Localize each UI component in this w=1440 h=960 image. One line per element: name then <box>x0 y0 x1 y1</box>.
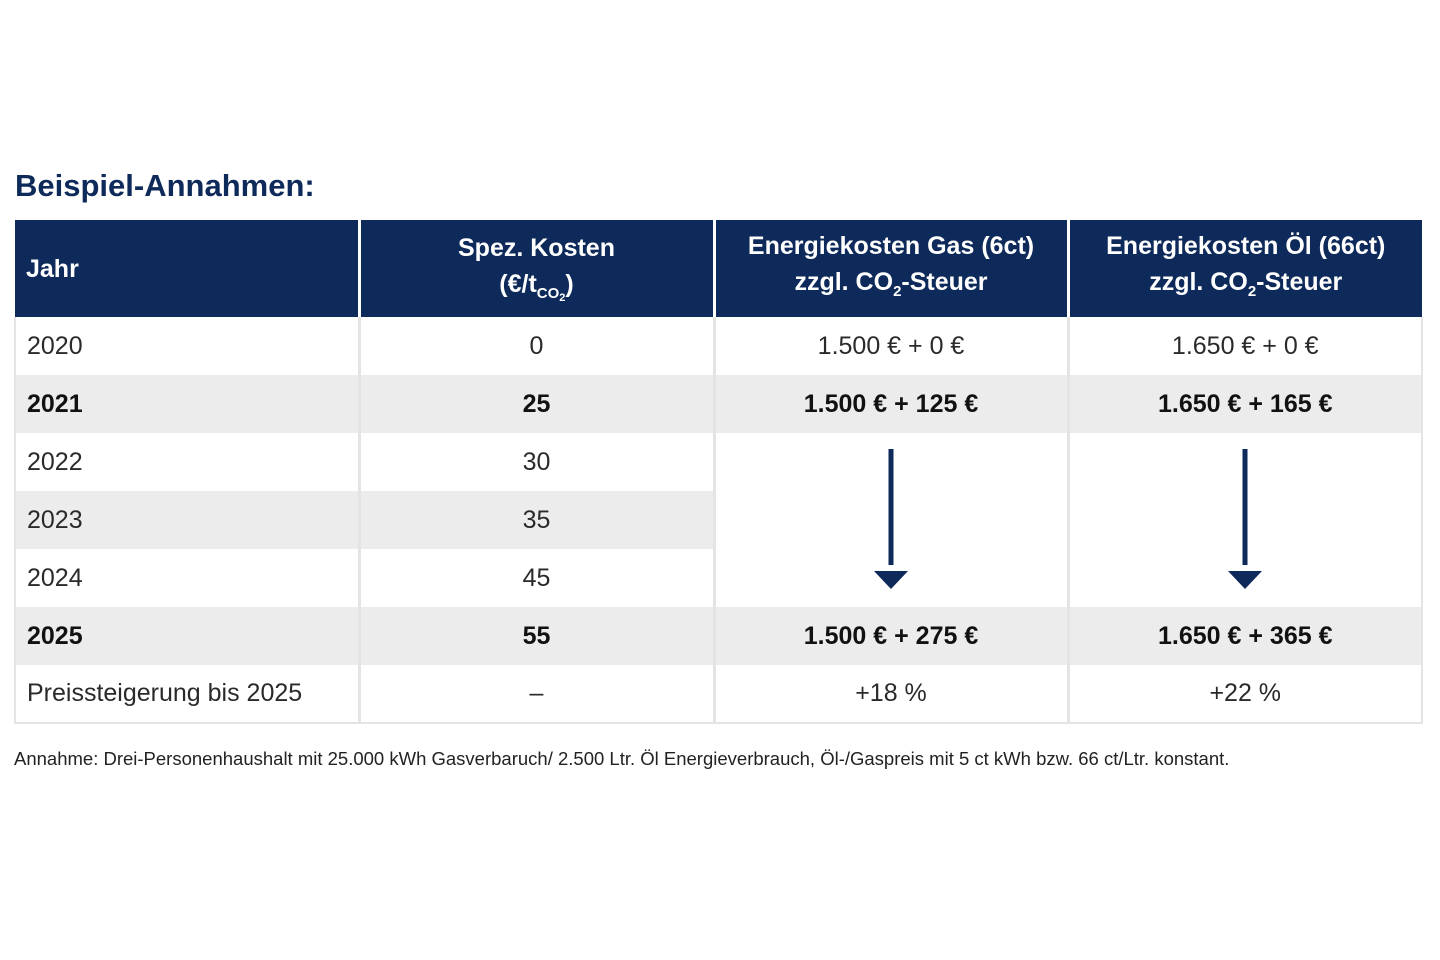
cell-cost: 0 <box>357 317 714 375</box>
cell-oil: +22 % <box>1066 665 1423 724</box>
table-row: 2024 45 <box>14 549 1422 607</box>
header-oil-cost: Energiekosten Öl (66ct) zzgl. CO2-Steuer <box>1066 220 1422 317</box>
cell-year: 2023 <box>14 491 359 549</box>
header-oil-co2-pre: zzgl. CO <box>1149 267 1248 296</box>
cell-oil: 1.650 € + 365 € <box>1066 607 1423 665</box>
arrow-down-icon <box>874 449 908 589</box>
cell-year: 2024 <box>14 549 359 607</box>
header-gas-co2-pre: zzgl. CO <box>794 267 894 296</box>
header-spec-cost-line1: Spez. Kosten <box>458 234 615 262</box>
header-oil-co2-sub: 2 <box>1247 282 1257 300</box>
header-year: Jahr <box>15 220 359 317</box>
table-header-row: Jahr Spez. Kosten (€/tCO2) Energiekosten… <box>15 220 1422 317</box>
cell-cost: 30 <box>357 433 714 491</box>
oil-trend-cell <box>1066 433 1423 607</box>
header-gas-co2-sub: 2 <box>893 282 902 300</box>
cell-cost: 45 <box>357 549 715 607</box>
header-spec-cost: Spez. Kosten (€/tCO2) <box>357 220 714 317</box>
cell-oil: 1.650 € + 165 € <box>1066 375 1423 433</box>
cell-year: 2022 <box>14 433 359 491</box>
header-gas-cost: Energiekosten Gas (6ct) zzgl. CO2-Steuer <box>712 220 1068 317</box>
cell-cost: – <box>357 665 714 724</box>
cell-gas: +18 % <box>712 665 1068 724</box>
arrow-down-icon <box>1228 449 1263 589</box>
table-row: Preissteigerung bis 2025 – +18 % +22 % <box>14 665 1423 724</box>
header-oil-line1: Energiekosten Öl (66ct) <box>1106 231 1386 260</box>
cell-year: Preissteigerung bis 2025 <box>14 665 359 724</box>
header-spec-cost-unit-sub: CO2 <box>536 285 566 304</box>
page-title: Beispiel-Annahmen: <box>15 168 315 203</box>
cell-year: 2025 <box>14 607 359 665</box>
table-row: 2022 30 <box>14 433 1423 607</box>
cell-cost: 35 <box>357 491 715 549</box>
header-spec-cost-unit-close: ) <box>565 270 574 298</box>
cost-table: Jahr Spez. Kosten (€/tCO2) Energiekosten… <box>14 220 1423 724</box>
cell-year: 2020 <box>14 317 359 375</box>
table-row: 2023 35 <box>14 491 1422 549</box>
cell-gas: 1.500 € + 275 € <box>712 607 1068 665</box>
gas-trend-cell <box>712 433 1068 607</box>
cell-gas: 1.500 € + 0 € <box>712 317 1068 375</box>
cell-oil: 1.650 € + 0 € <box>1066 317 1423 375</box>
cell-cost: 25 <box>357 375 714 433</box>
cell-gas: 1.500 € + 125 € <box>712 375 1068 433</box>
header-gas-co2-post: -Steuer <box>901 267 988 296</box>
table-row: 2025 55 1.500 € + 275 € 1.650 € + 365 € <box>14 607 1423 665</box>
header-gas-line1: Energiekosten Gas (6ct) <box>747 231 1035 260</box>
table-row: 2021 25 1.500 € + 125 € 1.650 € + 165 € <box>14 375 1423 433</box>
table-row: 2020 0 1.500 € + 0 € 1.650 € + 0 € <box>14 317 1423 375</box>
header-spec-cost-unit-open: (€/t <box>499 270 537 298</box>
cell-cost: 55 <box>357 607 714 665</box>
header-oil-co2-post: -Steuer <box>1256 267 1343 296</box>
footnote: Annahme: Drei-Personenhaushalt mit 25.00… <box>14 748 1230 769</box>
cell-year: 2021 <box>14 375 359 433</box>
